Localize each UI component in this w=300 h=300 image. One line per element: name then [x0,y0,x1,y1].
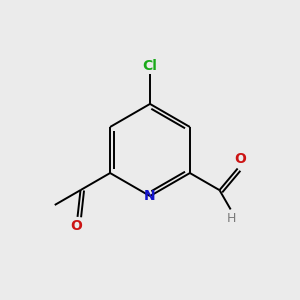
Text: N: N [144,189,156,203]
Text: O: O [234,152,246,166]
Text: Cl: Cl [142,59,158,73]
Text: H: H [227,212,236,225]
Text: O: O [70,219,82,233]
